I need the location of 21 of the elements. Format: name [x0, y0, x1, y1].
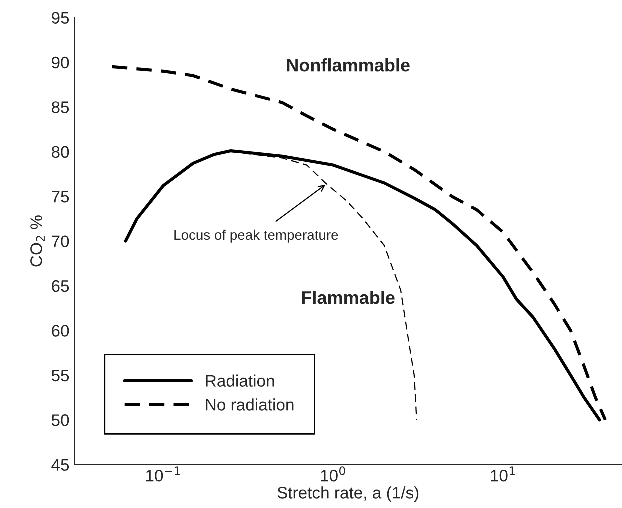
y-tick-label: 45	[52, 459, 70, 472]
y-tick-label: 95	[52, 12, 70, 24]
annotation: Flammable	[302, 291, 395, 304]
y-tick-label: 65	[52, 280, 70, 292]
legend-label: Radiation	[206, 374, 274, 387]
y-tick-label: 80	[52, 146, 70, 158]
x-tick-label: 10$^{−1}$	[146, 466, 180, 482]
x-tick-label: 10$^{0}$	[321, 466, 346, 482]
annotation: Nonflammable	[287, 58, 410, 72]
y-tick-label: 70	[52, 236, 70, 248]
x-axis-title: Stretch rate, a (1/s)	[278, 486, 419, 502]
y-tick-label: 50	[52, 414, 70, 426]
y-tick-label: 85	[52, 102, 70, 114]
annotation: Locus of peak temperature	[174, 230, 338, 243]
y-tick-label: 75	[52, 191, 70, 203]
x-tick-label: 10$^{1}$	[491, 466, 515, 482]
legend-label: No radiation	[206, 398, 294, 411]
y-tick-label: 60	[52, 325, 70, 337]
y-tick-label: 55	[52, 370, 70, 382]
y-axis-title: CO$_{2}$ %	[30, 216, 45, 267]
y-tick-label: 90	[52, 56, 70, 69]
